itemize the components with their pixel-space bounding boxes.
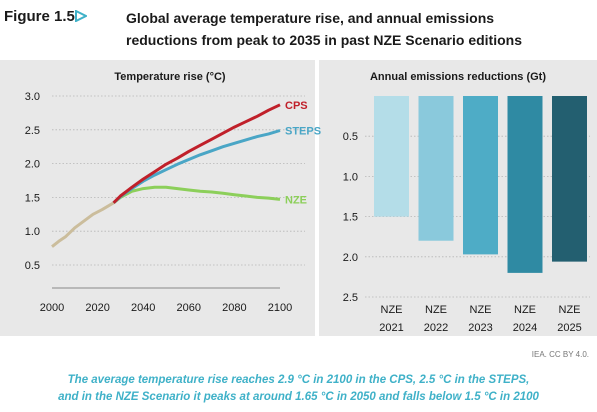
- figure-arrow-icon: [75, 10, 87, 22]
- emissions-category-label: NZE: [470, 304, 492, 316]
- temperature-x-tick-label: 2060: [177, 302, 201, 314]
- temperature-x-ticks: 2000 2020 2040 2060 2080 2100: [40, 302, 292, 314]
- emissions-category-label: NZE: [514, 304, 536, 316]
- emissions-chart-title: Annual emissions reductions (Gt): [370, 71, 546, 83]
- emissions-category-label: 2025: [557, 322, 581, 334]
- historical-line: [51, 201, 115, 248]
- temperature-y-tick-label: 2.0: [25, 159, 40, 171]
- temperature-series-labels: CPS STEPS NZE: [285, 100, 321, 207]
- emissions-y-ticks: 0.5 1.0 1.5 2.0 2.5: [343, 131, 358, 304]
- temperature-chart: Temperature rise (°C) 3.0 2.5 2.0 1.5 1.0 0.5…: [25, 71, 321, 314]
- emissions-category-label: 2022: [424, 322, 448, 334]
- emissions-y-tick-label: 2.5: [343, 292, 358, 304]
- emissions-bar: [552, 96, 587, 262]
- emissions-chart: Annual emissions reductions (Gt) 0.5 1.0 1…: [343, 71, 590, 334]
- emissions-y-tick-label: 2.0: [343, 252, 358, 264]
- figure-header: Figure 1.5 Global average temperature ri…: [0, 0, 597, 60]
- emissions-category-label: NZE: [425, 304, 447, 316]
- emissions-y-tick-label: 1.0: [343, 171, 358, 183]
- emissions-category-label: NZE: [381, 304, 403, 316]
- emissions-bars: [374, 96, 587, 273]
- cps-series-label: CPS: [285, 100, 308, 112]
- figure-title: Global average temperature rise, and ann…: [126, 7, 566, 51]
- temperature-y-tick-label: 1.0: [25, 226, 40, 238]
- temperature-y-ticks: 3.0 2.5 2.0 1.5 1.0 0.5: [25, 91, 40, 272]
- emissions-category-label: 2024: [513, 322, 537, 334]
- temperature-y-tick-label: 3.0: [25, 91, 40, 103]
- figure-title-line-2: reductions from peak to 2035 in past NZE…: [126, 32, 522, 48]
- emissions-y-tick-label: 1.5: [343, 212, 358, 224]
- emissions-category-label: 2021: [379, 322, 403, 334]
- emissions-panel-background: [319, 60, 597, 336]
- temperature-y-tick-label: 1.5: [25, 192, 40, 204]
- temperature-series-lines: [51, 103, 281, 248]
- temperature-x-tick-label: 2020: [85, 302, 109, 314]
- nze-series-label: NZE: [285, 194, 307, 206]
- charts: Temperature rise (°C) 3.02.52.01.51.00.5…: [25, 71, 590, 334]
- emissions-category-label: NZE: [559, 304, 581, 316]
- emissions-bar: [418, 96, 454, 241]
- temperature-y-tick-label: 2.5: [25, 125, 40, 137]
- emissions-category-label: 2023: [468, 322, 492, 334]
- temperature-x-tick-label: 2080: [222, 302, 246, 314]
- cps-line: [112, 103, 281, 204]
- temperature-x-tick-label: 2040: [131, 302, 155, 314]
- steps-series-label: STEPS: [285, 125, 321, 137]
- temperature-x-tick-label: 2000: [40, 302, 64, 314]
- figure-caption: The average temperature rise reaches 2.9…: [0, 372, 597, 406]
- emissions-bar: [507, 96, 543, 273]
- emissions-y-tick-label: 0.5: [343, 131, 358, 143]
- temperature-chart-title: Temperature rise (°C): [114, 71, 226, 83]
- nze-line: [112, 185, 281, 204]
- emissions-bar: [374, 96, 409, 217]
- caption-line-1: The average temperature rise reaches 2.9…: [67, 374, 530, 386]
- emissions-bar: [463, 96, 498, 255]
- figure-label: Figure 1.5: [4, 8, 75, 25]
- source-credit: IEA. CC BY 4.0.: [531, 350, 589, 359]
- temperature-y-tick-label: 0.5: [25, 260, 40, 272]
- temperature-x-tick-label: 2100: [268, 302, 292, 314]
- figure-title-line-1: Global average temperature rise, and ann…: [126, 10, 495, 26]
- caption-line-2: and in the NZE Scenario it peaks at arou…: [58, 391, 539, 403]
- temperature-gridlines: [52, 95, 305, 266]
- emissions-category-labels: NZE 2021 NZE 2022 NZE 2023 NZE 2024 NZE 2025: [379, 304, 581, 334]
